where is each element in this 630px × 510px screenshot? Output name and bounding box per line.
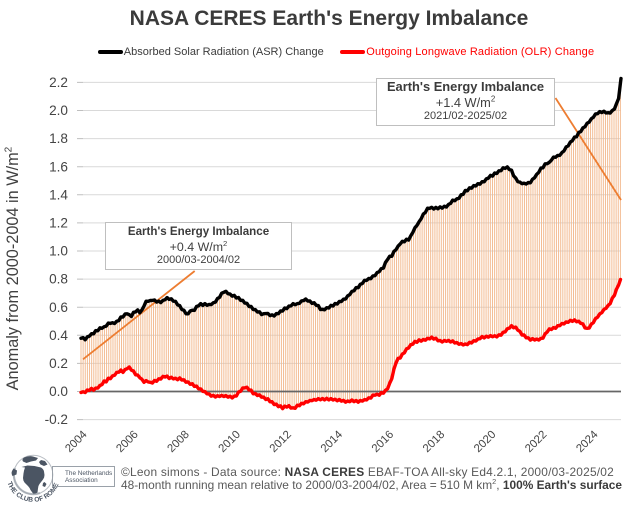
svg-text:-0.2: -0.2: [45, 412, 68, 427]
svg-text:2006: 2006: [114, 429, 140, 455]
svg-text:1.0: 1.0: [49, 244, 68, 259]
svg-text:2022: 2022: [523, 429, 549, 455]
svg-text:2024: 2024: [574, 429, 600, 455]
svg-text:0.2: 0.2: [49, 356, 68, 371]
svg-text:1.8: 1.8: [49, 131, 68, 146]
svg-text:2014: 2014: [319, 429, 345, 455]
svg-text:2020: 2020: [472, 429, 498, 455]
svg-text:0.4: 0.4: [49, 328, 68, 343]
svg-text:2018: 2018: [421, 429, 447, 455]
svg-text:0.0: 0.0: [49, 384, 68, 399]
svg-text:2012: 2012: [268, 429, 294, 455]
svg-text:2008: 2008: [165, 429, 191, 455]
svg-text:2016: 2016: [370, 429, 396, 455]
svg-text:0.8: 0.8: [49, 272, 68, 287]
svg-text:1.4: 1.4: [49, 187, 68, 202]
svg-text:2.0: 2.0: [49, 103, 68, 118]
svg-text:1.2: 1.2: [49, 216, 68, 231]
svg-text:2.2: 2.2: [49, 75, 68, 90]
svg-text:0.6: 0.6: [49, 300, 68, 315]
svg-text:1.6: 1.6: [49, 159, 68, 174]
svg-text:2010: 2010: [217, 429, 243, 455]
